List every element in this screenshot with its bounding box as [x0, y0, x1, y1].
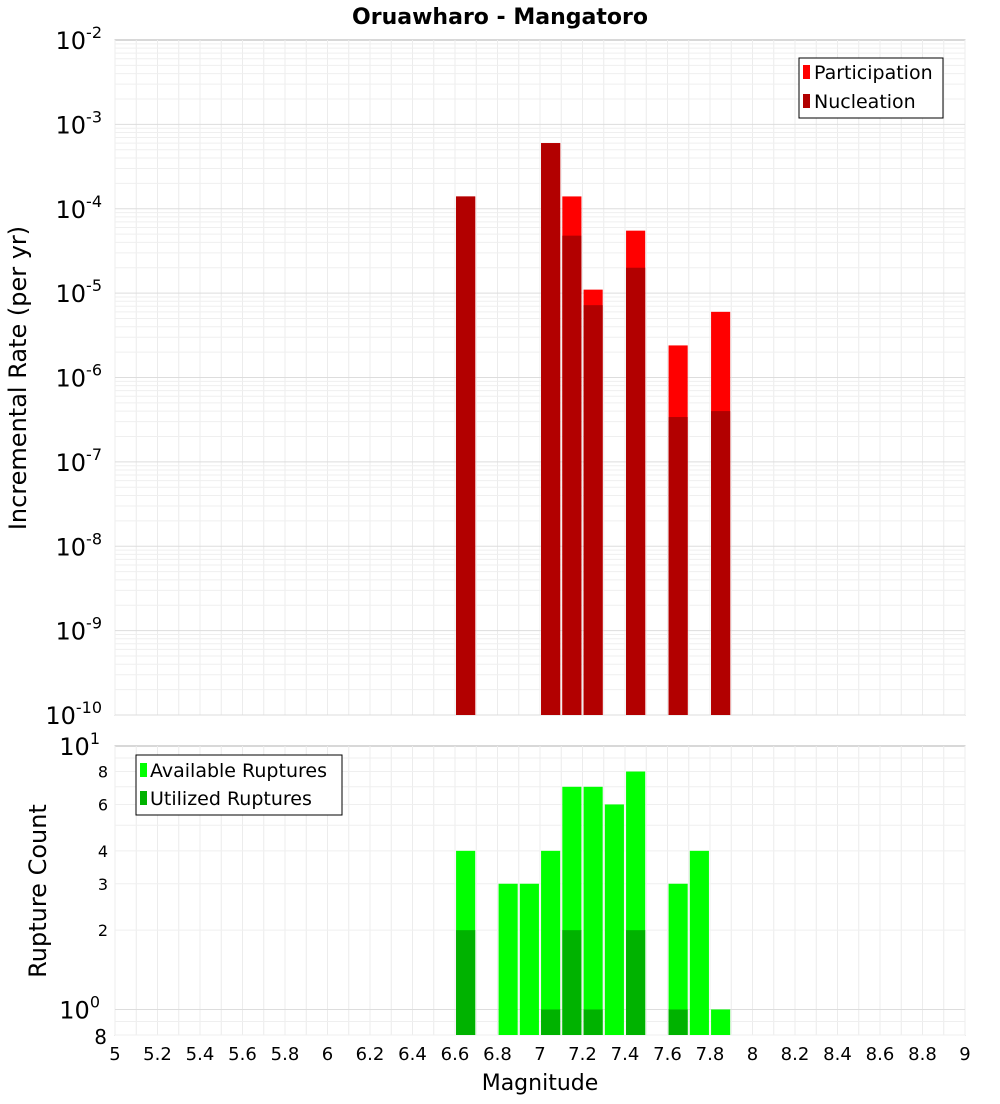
count-plot-bars	[456, 771, 731, 1035]
rate-bar-nucleation	[583, 305, 603, 715]
rate-y-tick-label: 10-4	[56, 192, 103, 224]
rate-y-tick-label: 10-5	[56, 276, 103, 308]
rate-bar-nucleation	[711, 411, 731, 715]
count-bar-utilized-ruptures	[541, 1009, 561, 1035]
rate-bar-nucleation	[456, 196, 476, 716]
count-bar-utilized-ruptures	[626, 930, 646, 1035]
x-tick-label: 7.4	[611, 1044, 640, 1065]
x-tick-label: 6.8	[483, 1044, 512, 1065]
count-legend-box	[135, 754, 343, 816]
x-tick-label: 6.4	[398, 1044, 427, 1065]
rate-y-tick-label: 10-8	[56, 529, 103, 561]
x-tick-label: 8.8	[908, 1044, 937, 1065]
rate-plot-bars	[456, 143, 731, 716]
count-bar-available-ruptures	[519, 883, 539, 1035]
legend-swatch-available	[140, 763, 147, 777]
count-bar-utilized-ruptures	[583, 1009, 603, 1035]
rate-legend-box	[798, 57, 944, 119]
count-y-minor-tick-label: 3	[98, 875, 108, 894]
x-tick-label: 6.6	[441, 1044, 470, 1065]
x-tick-label: 5.4	[186, 1044, 215, 1065]
count-y-ticks: 100 101 8 2 3 4 6 8	[59, 729, 108, 1049]
legend-swatch-utilized	[140, 791, 147, 805]
rate-y-tick-label: 10-3	[56, 107, 103, 139]
legend-swatch-nucleation	[803, 94, 810, 108]
count-bar-available-ruptures	[689, 850, 709, 1035]
count-y-minor-tick-label: 8	[98, 763, 108, 782]
rate-y-axis-label: Incremental Rate (per yr)	[4, 226, 32, 530]
rate-y-tick-label: 10-9	[56, 614, 103, 646]
x-tick-label: 7.8	[696, 1044, 725, 1065]
x-axis-label: Magnitude	[482, 1071, 599, 1096]
count-y-tick-label: 101	[59, 729, 100, 761]
count-y-minor-tick-label: 6	[98, 795, 108, 814]
count-y-tick-label: 100	[59, 992, 100, 1024]
rate-y-tick-label: 10-2	[56, 23, 103, 55]
rate-y-tick-label: 10-7	[56, 445, 103, 477]
x-tick-label: 8.6	[866, 1044, 895, 1065]
legend-label-participation: Participation	[814, 62, 933, 84]
rate-plot: 10-10 10-9 10-8 10-7 10-6 10-5 10-4 10-3 10-2 In…	[4, 23, 966, 730]
count-bar-available-ruptures	[604, 804, 624, 1035]
legend-label-utilized: Utilized Ruptures	[150, 788, 312, 810]
x-tick-label: 7.2	[568, 1044, 597, 1065]
rate-y-tick-label: 10-6	[56, 361, 103, 393]
count-bar-utilized-ruptures	[456, 930, 476, 1035]
x-tick-label: 7	[534, 1044, 545, 1065]
count-y-minor-tick-label: 4	[98, 842, 108, 861]
x-tick-label: 5.6	[228, 1044, 257, 1065]
count-bar-available-ruptures	[668, 883, 688, 1035]
legend-swatch-participation	[803, 65, 810, 79]
rate-bar-nucleation	[626, 267, 646, 715]
legend-label-available: Available Ruptures	[150, 760, 327, 782]
x-tick-label: 5.2	[143, 1044, 172, 1065]
x-tick-label: 9	[959, 1044, 970, 1065]
chart-title: Oruawharo - Mangatoro	[352, 5, 648, 30]
legend-label-nucleation: Nucleation	[814, 91, 916, 113]
count-bar-available-ruptures	[583, 786, 603, 1035]
x-tick-label: 8.4	[823, 1044, 852, 1065]
count-y-minor-tick-label: 8	[94, 1025, 107, 1049]
x-tick-label: 6	[322, 1044, 333, 1065]
rate-bar-nucleation	[541, 143, 561, 715]
x-tick-label: 5	[109, 1044, 120, 1065]
rate-bar-nucleation	[668, 417, 688, 715]
count-bar-utilized-ruptures	[562, 930, 582, 1035]
x-tick-labels: 5 5.2 5.4 5.6 5.8 6 6.2 6.4 6.6 6.8 7 7.2 7.4 7.6 7.8 8…	[109, 1044, 970, 1065]
count-legend: Available Ruptures Utilized Ruptures	[135, 754, 343, 816]
rate-y-tick-label: 10-10	[45, 698, 102, 730]
count-y-axis-label: Rupture Count	[24, 804, 52, 978]
x-tick-label: 8	[747, 1044, 758, 1065]
x-tick-label: 5.8	[271, 1044, 300, 1065]
x-tick-label: 6.2	[356, 1044, 385, 1065]
rate-y-ticks: 10-10 10-9 10-8 10-7 10-6 10-5 10-4 10-3 10-2	[45, 23, 102, 730]
count-bar-available-ruptures	[541, 850, 561, 1035]
rate-plot-grid	[114, 40, 966, 716]
count-bar-available-ruptures	[711, 1009, 731, 1035]
rate-legend: Participation Nucleation	[798, 57, 944, 119]
count-y-minor-tick-label: 2	[98, 921, 108, 940]
count-bar-utilized-ruptures	[668, 1009, 688, 1035]
x-tick-label: 7.6	[653, 1044, 682, 1065]
rate-bar-nucleation	[562, 235, 582, 715]
count-bar-available-ruptures	[498, 883, 518, 1035]
count-plot: 100 101 8 2 3 4 6 8 Rupture Count Available Rup…	[24, 729, 966, 1049]
x-tick-label: 8.2	[781, 1044, 810, 1065]
